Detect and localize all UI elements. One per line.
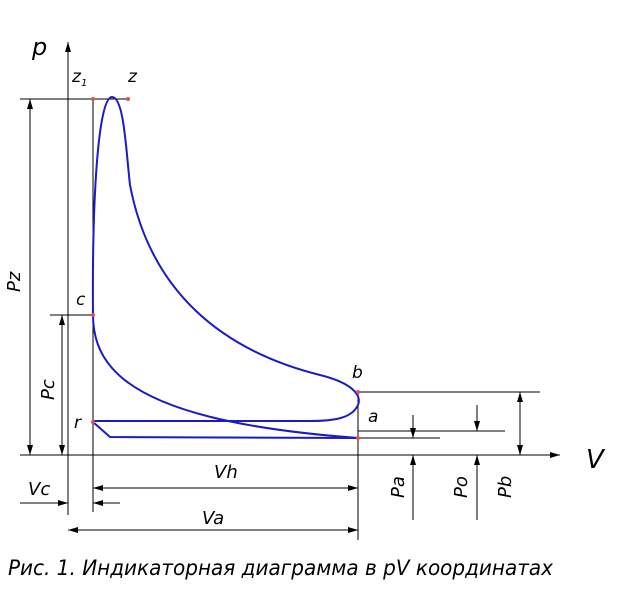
intake-line (92, 421, 359, 439)
point-label: z (127, 67, 138, 87)
axis-label: V (586, 445, 606, 475)
dimension-label: Pz (4, 271, 25, 292)
dimension-label: Po (451, 476, 472, 498)
dimension-label: Pb (495, 476, 516, 498)
dimension-label: Pc (38, 379, 59, 400)
subscript: 1 (81, 78, 87, 89)
point-label: z1 (71, 67, 87, 89)
point-label: a (368, 407, 378, 427)
compression-curve (92, 314, 359, 439)
dimension-lines (20, 99, 523, 533)
point-label: c (76, 290, 86, 310)
dimension-label: Va (202, 508, 224, 529)
axes (20, 42, 560, 515)
extension-lines (20, 98, 540, 540)
cycle (91, 95, 360, 439)
caption: Рис. 1. Индикаторная диаграмма в pV коор… (8, 556, 554, 580)
points (91, 97, 360, 440)
expansion-curve (91, 95, 360, 422)
point-label: r (74, 413, 82, 433)
dimension-label: Vc (28, 479, 50, 500)
point-label: b (352, 363, 363, 383)
dimension-label: Pa (388, 476, 409, 498)
axis-label: p (31, 33, 47, 61)
dimension-label: Vh (214, 462, 238, 483)
point-label: z (71, 67, 82, 87)
